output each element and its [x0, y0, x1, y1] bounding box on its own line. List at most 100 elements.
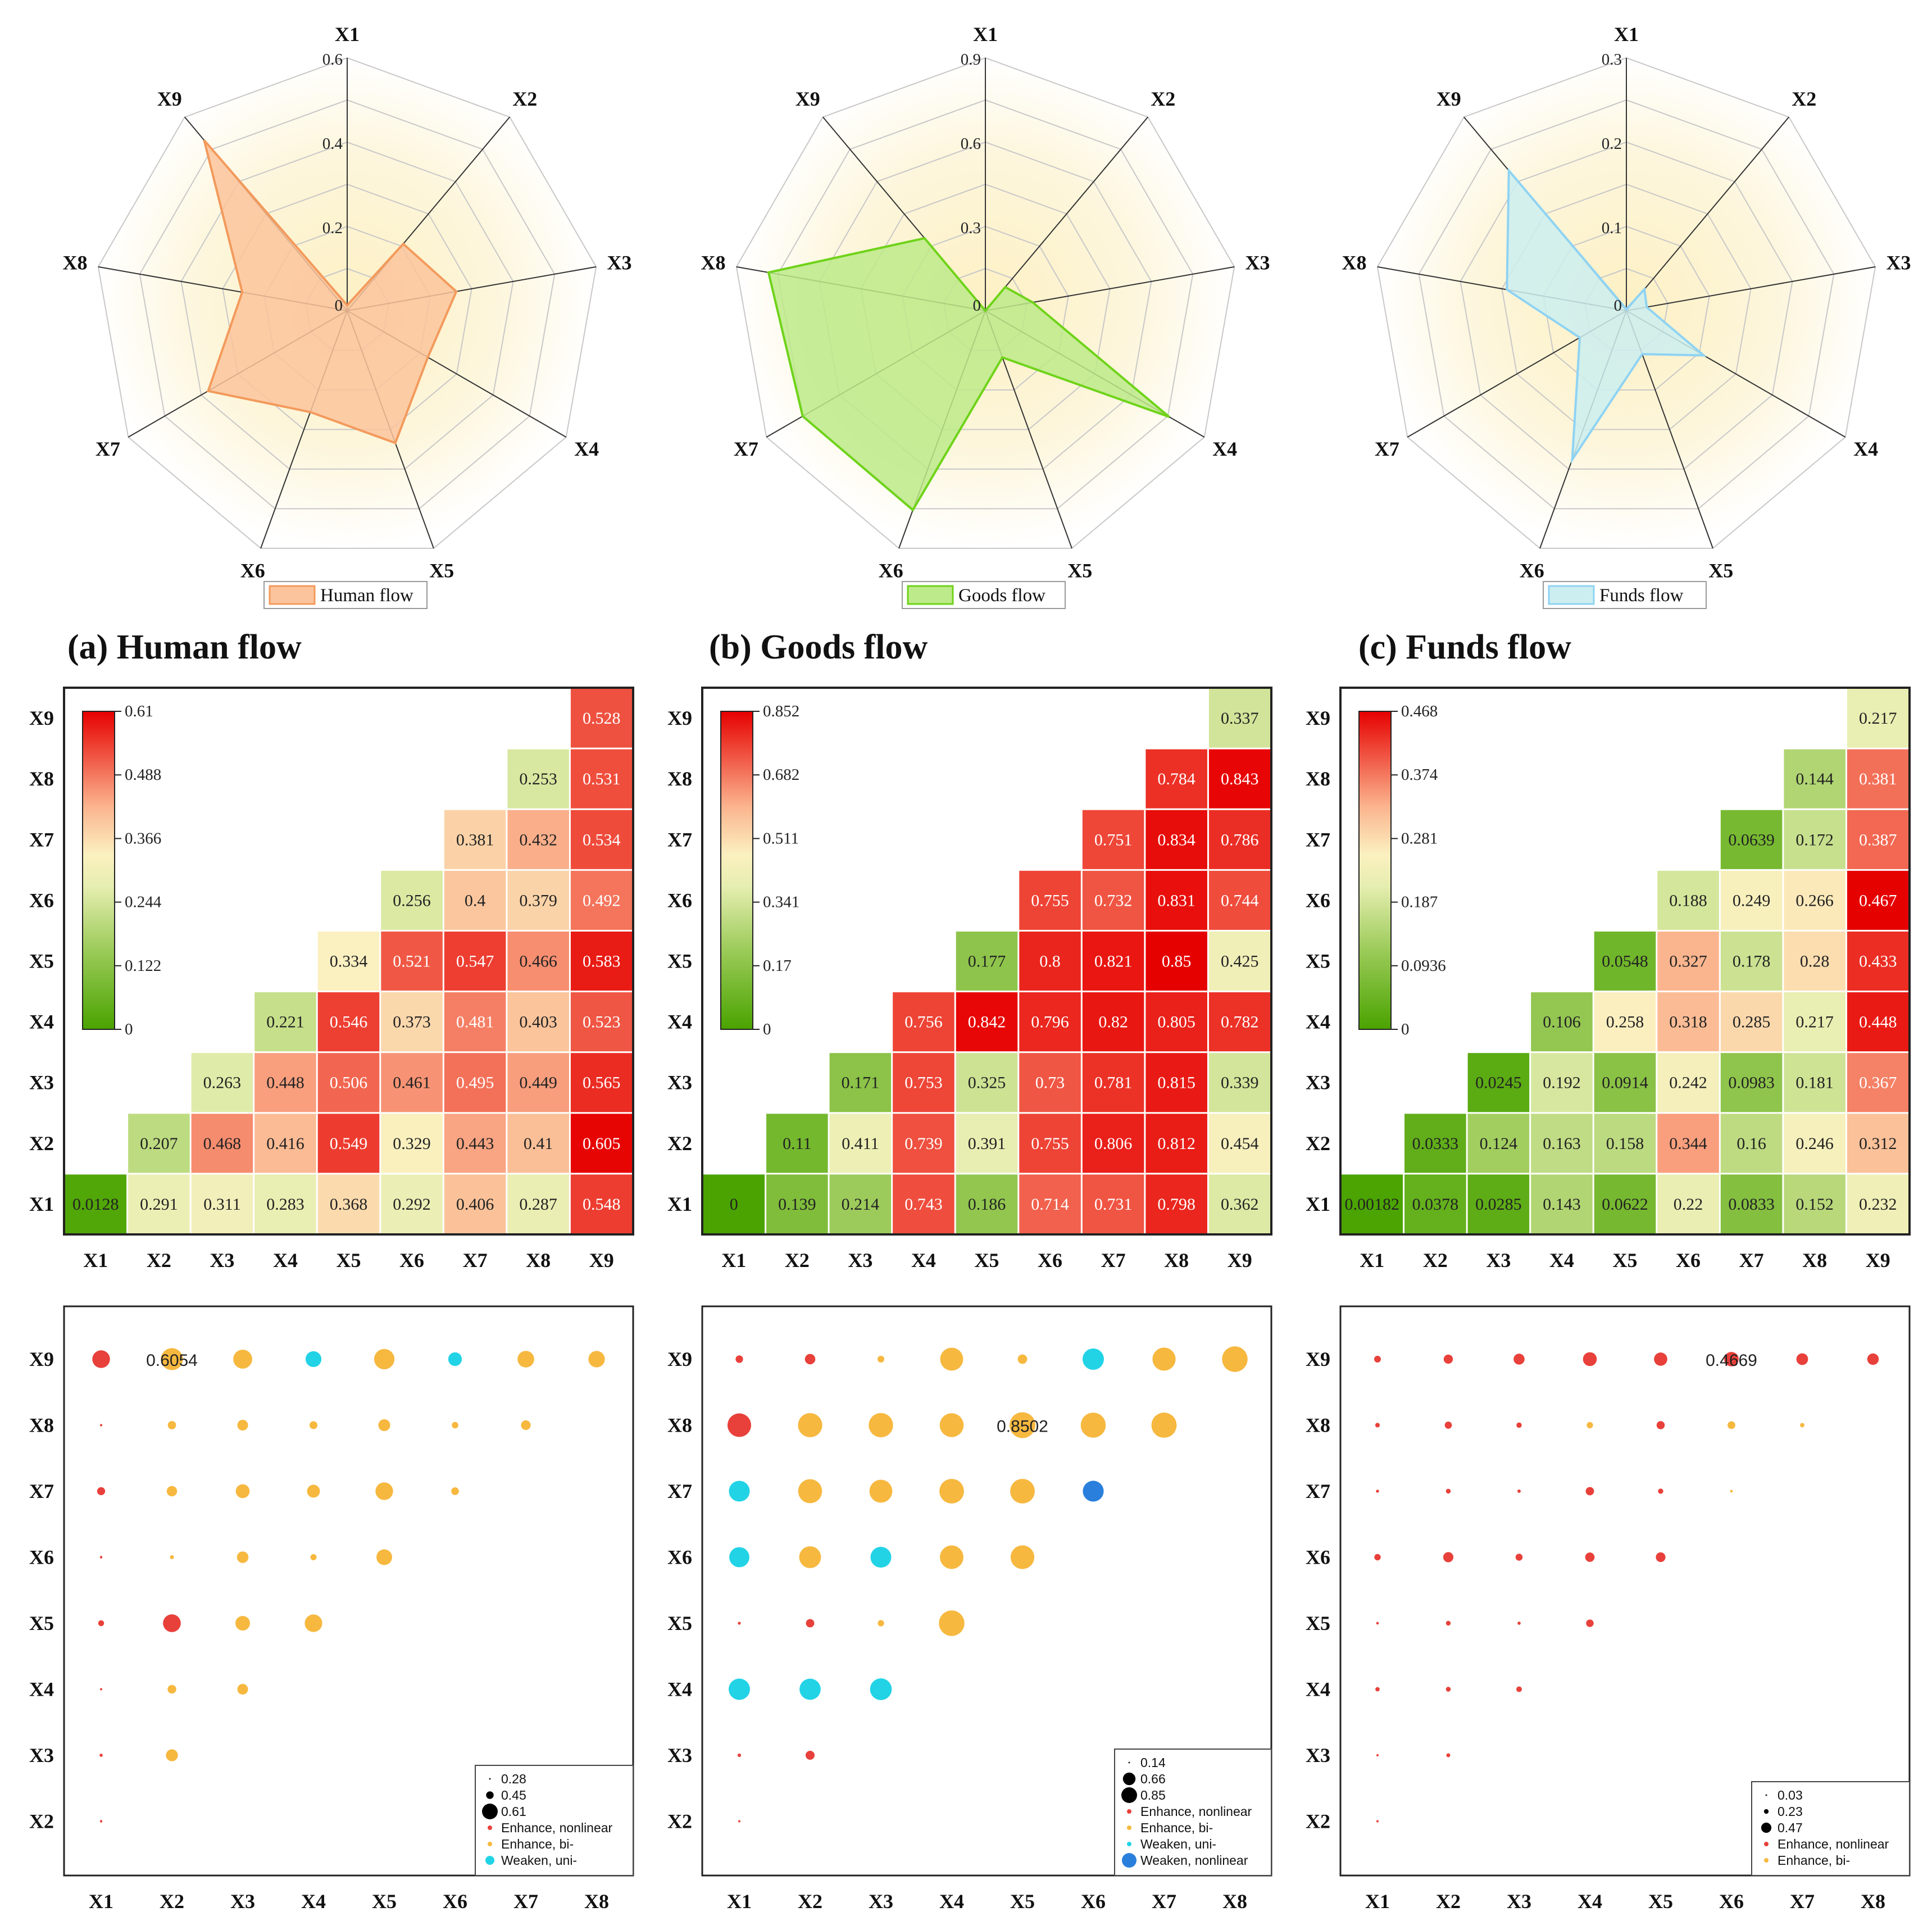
bubble-X4-X5	[1586, 1619, 1594, 1627]
heatmap-cell-value: 0.22	[1674, 1195, 1703, 1214]
legend-size-marker	[486, 1791, 494, 1799]
colorbar-tick-label: 0.468	[1401, 702, 1438, 720]
bubble-y-tick-label: X7	[1306, 1480, 1330, 1502]
heatmap-cell	[1720, 870, 1783, 930]
heatmap-cell	[1657, 1053, 1719, 1112]
bubble-X2-X4	[799, 1678, 821, 1700]
heatmap-cell	[1208, 992, 1271, 1052]
heatmap-y-tick-label: X3	[1306, 1071, 1330, 1094]
heatmap-cell	[1467, 1114, 1530, 1173]
bubble-x-tick-label: X3	[869, 1890, 893, 1913]
bubble-y-tick-label: X7	[29, 1480, 54, 1502]
bubble-X8-X9	[1222, 1346, 1248, 1372]
radar-axis-label: X9	[1437, 88, 1461, 110]
heatmap-cell	[1784, 749, 1845, 809]
heatmap-cell	[1720, 1174, 1783, 1234]
heatmap-cell	[1657, 1174, 1719, 1234]
heatmap-cell	[1019, 992, 1081, 1052]
radar-tick-label: 0.6	[961, 135, 981, 153]
bubble-X5-X6	[376, 1549, 392, 1565]
heatmap-cell-value: 0.432	[519, 830, 557, 849]
legend-size-marker	[1128, 1761, 1130, 1764]
bubble-legend-box	[1114, 1749, 1272, 1876]
legend-size-marker	[1765, 1794, 1767, 1796]
heatmap-cell	[1657, 931, 1719, 991]
heatmap-cell	[1847, 749, 1909, 809]
heatmap-cell	[1784, 810, 1845, 869]
heatmap-cell-value: 0.263	[203, 1074, 242, 1092]
heatmap-cell-value: 0.73	[1035, 1074, 1065, 1092]
heatmap-cell	[507, 1114, 569, 1173]
heatmap-cell	[570, 749, 633, 809]
heatmap-cell-value: 0.433	[1859, 952, 1897, 971]
heatmap-cell-value: 0.186	[968, 1195, 1006, 1214]
radar-series-polygon	[1506, 167, 1707, 464]
heatmap-cell	[128, 1114, 190, 1173]
bubble-X1-X9	[735, 1355, 743, 1363]
bubble-X1-X4	[99, 1688, 103, 1691]
legend-category-label: Weaken, uni-	[501, 1853, 577, 1868]
radar-axis-label: X5	[429, 559, 454, 582]
heatmap-y-tick-label: X3	[667, 1071, 692, 1094]
bubble-x-tick-label: X7	[513, 1890, 538, 1913]
bubble-X6-X7	[1083, 1481, 1104, 1502]
bubble-X3-X9	[233, 1350, 252, 1369]
heatmap-cell	[1019, 931, 1081, 991]
heatmap-cell-value: 0.565	[583, 1074, 621, 1092]
bubble-max-annotation: 0.6054	[146, 1351, 198, 1370]
radar-axis-label: X7	[1375, 438, 1399, 460]
heatmap-cell-value: 0.325	[968, 1074, 1006, 1092]
bubble-X1-X2	[1376, 1820, 1379, 1823]
colorbar-tick-label: 0	[763, 1020, 771, 1038]
heatmap-cell-value: 0.781	[1094, 1074, 1133, 1092]
heatmap-frame	[701, 687, 1272, 1236]
heatmap-cell	[444, 992, 506, 1052]
heatmap-cell	[1467, 1053, 1530, 1112]
heatmap-y-tick-label: X5	[667, 950, 692, 973]
radar-chart-0: X1 X2 X3 X4 X5 X6 X7 X8 X9 0 0.2 0.4 0.6 Human flow	[62, 23, 632, 609]
bubble-X1-X9	[1374, 1356, 1381, 1363]
heatmap-cell-value: 0.339	[1221, 1074, 1259, 1092]
heatmap-cell	[1082, 1174, 1144, 1234]
bubble-x-tick-label: X4	[939, 1890, 964, 1913]
bubble-X1-X3	[1376, 1754, 1379, 1756]
radar-axis-label: X6	[1520, 559, 1544, 582]
bubble-y-tick-label: X6	[1306, 1546, 1330, 1569]
heatmap-cell-value: 0.425	[1221, 952, 1259, 971]
heatmap-y-tick-label: X7	[29, 828, 54, 851]
heatmap-cell-value: 0.796	[1031, 1013, 1069, 1032]
heatmap-cell-value: 0.806	[1094, 1134, 1133, 1153]
heatmap-cell	[1145, 992, 1207, 1052]
heatmap-cell	[1404, 1114, 1466, 1173]
legend-category-label: Enhance, bi-	[1778, 1853, 1850, 1868]
bubble-X7-X9	[1152, 1347, 1176, 1371]
radar-axis-label: X2	[1792, 88, 1816, 110]
bubble-X4-X8	[939, 1413, 964, 1437]
heatmap-cell	[829, 1174, 892, 1234]
bubble-X1-X6	[729, 1547, 749, 1568]
heatmap-cell	[893, 1174, 954, 1234]
heatmap-cell-value: 0.753	[904, 1074, 943, 1092]
legend-category-label: Enhance, bi-	[1140, 1820, 1213, 1835]
colorbar	[720, 711, 753, 1030]
heatmap-cell-value: 0.318	[1669, 1013, 1707, 1032]
radar-tick-label: 0.2	[322, 219, 343, 237]
heatmap-cell	[317, 1114, 380, 1173]
heatmap-cell	[507, 992, 569, 1052]
heatmap-cell-value: 0.292	[393, 1195, 431, 1214]
heatmap-cell	[1082, 931, 1144, 991]
bubble-y-tick-label: X2	[29, 1810, 54, 1833]
bubble-x-tick-label: X3	[1507, 1890, 1531, 1913]
heatmap-cell-value: 0.256	[393, 891, 431, 910]
heatmap-cell	[1145, 810, 1207, 869]
heatmap-cell-value: 0.188	[1669, 891, 1707, 910]
heatmap-cell-value: 0.329	[393, 1134, 431, 1153]
heatmap-x-tick-label: X7	[1739, 1249, 1764, 1271]
heatmap-cell-value: 0.411	[842, 1134, 879, 1153]
radar-legend-label: Human flow	[320, 585, 413, 606]
heatmap-cell-value: 0.391	[968, 1134, 1006, 1153]
heatmap-cell-value: 0.0378	[1412, 1195, 1459, 1214]
bubble-chart-2: X1 X2 X3 X4 X5 X6 X7 X8 X2 X3 X4 X5 X6 X7 X8 X9 0.4669 0.…	[1306, 1305, 1911, 1913]
heatmap-y-tick-label: X7	[667, 828, 692, 851]
bubble-X8-X9	[588, 1351, 605, 1368]
